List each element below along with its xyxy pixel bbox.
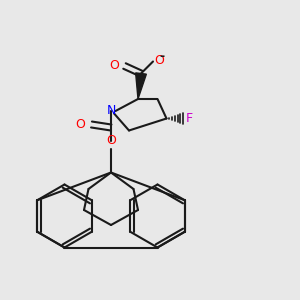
Text: O: O [76,118,85,131]
Text: O: O [154,53,164,67]
Text: F: F [186,112,193,125]
Text: -: - [160,50,165,64]
Polygon shape [136,73,146,99]
Text: N: N [106,104,116,118]
Text: O: O [106,134,116,147]
Text: O: O [109,58,119,72]
